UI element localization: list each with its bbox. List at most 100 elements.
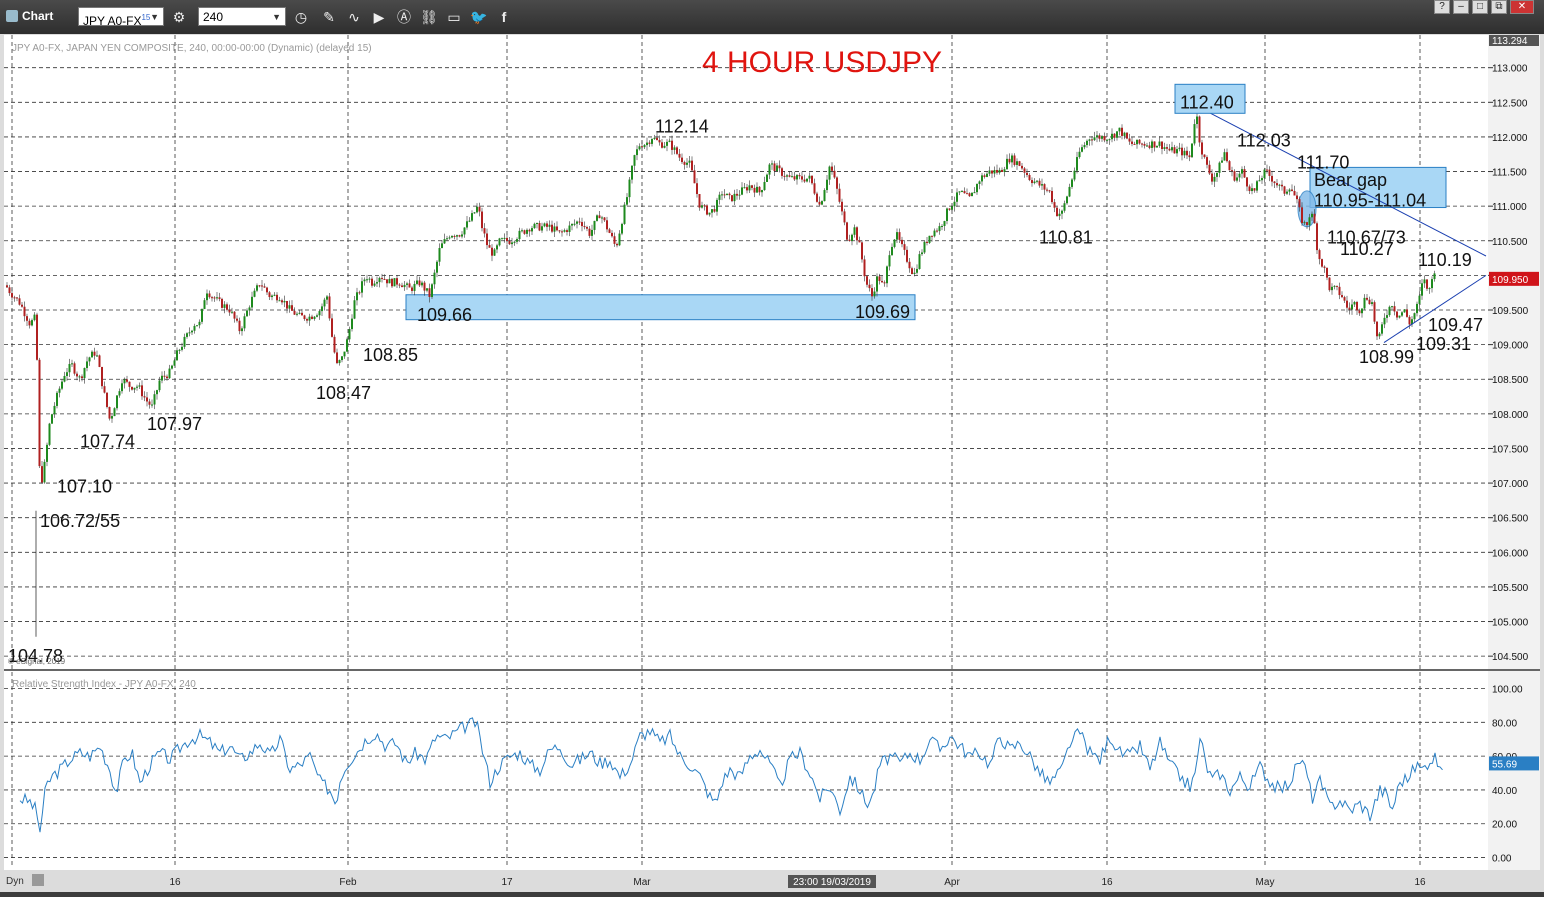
candle-body bbox=[58, 388, 61, 393]
link-icon[interactable]: ⛓ bbox=[420, 9, 438, 25]
candle-body bbox=[88, 357, 91, 362]
last-price-badge bbox=[1489, 271, 1539, 286]
alert-icon[interactable]: Ⓐ bbox=[397, 9, 411, 25]
twitter-icon[interactable]: 🐦 bbox=[470, 9, 488, 25]
price-annotation: 110.27 bbox=[1340, 239, 1394, 259]
candle-body bbox=[1181, 147, 1183, 156]
candle-body bbox=[151, 404, 153, 406]
symbol-input[interactable]: JPY A0-FX15 ▼ bbox=[78, 7, 164, 28]
candle-body bbox=[1081, 147, 1083, 152]
candle-body bbox=[803, 179, 806, 182]
scroll-icon[interactable] bbox=[32, 874, 44, 886]
price-annotation: 107.97 bbox=[147, 414, 202, 434]
candle-body bbox=[241, 328, 243, 332]
candle-body bbox=[941, 225, 943, 227]
candle-body bbox=[123, 379, 126, 384]
candle-body bbox=[338, 360, 341, 364]
candle-body bbox=[183, 336, 186, 347]
candle-body bbox=[818, 201, 821, 205]
candle-body bbox=[991, 170, 993, 174]
candle-body bbox=[116, 395, 118, 409]
candle-body bbox=[403, 284, 406, 288]
price-tick-label: 110.500 bbox=[1492, 237, 1528, 248]
candle-body bbox=[1316, 223, 1318, 251]
top-readout-badge bbox=[1489, 35, 1539, 46]
candle-body bbox=[1251, 188, 1253, 192]
candle-body bbox=[423, 282, 426, 291]
candle-body bbox=[951, 206, 953, 210]
candle-body bbox=[1061, 210, 1063, 214]
price-tick-label: 105.000 bbox=[1492, 618, 1529, 629]
candle-body bbox=[1361, 308, 1363, 314]
price-annotation: 109.31 bbox=[1416, 334, 1471, 354]
price-annotation: 108.47 bbox=[316, 383, 371, 403]
candle-body bbox=[1268, 169, 1271, 176]
price-tick-label: 113.000 bbox=[1492, 64, 1528, 75]
candle-body bbox=[976, 184, 978, 193]
candle-body bbox=[581, 222, 583, 227]
rsi-pane bbox=[4, 671, 1488, 870]
chevron-down-icon[interactable]: ▼ bbox=[272, 12, 281, 22]
price-annotation: 110.19 bbox=[1418, 250, 1472, 270]
candle-body bbox=[208, 293, 211, 298]
chart-area[interactable]: 104.78 106.72/55 107.10 107.74 107.97 108.47 1… bbox=[0, 34, 1544, 892]
candle-body bbox=[311, 316, 313, 319]
candle-body bbox=[216, 297, 218, 299]
candle-body bbox=[718, 194, 721, 200]
close-button[interactable]: ✕ bbox=[1510, 0, 1534, 14]
help-button[interactable]: ? bbox=[1434, 0, 1450, 14]
candle-body bbox=[366, 279, 368, 281]
candle-body bbox=[576, 221, 578, 224]
candle-body bbox=[1338, 286, 1341, 296]
facebook-icon[interactable]: f bbox=[501, 9, 507, 25]
candle-body bbox=[351, 318, 353, 330]
candle-body bbox=[703, 205, 706, 207]
interval-input[interactable]: 240 ▼ bbox=[198, 7, 286, 26]
candle-body bbox=[443, 239, 446, 244]
maximize-button[interactable]: □ bbox=[1472, 0, 1488, 14]
candle-body bbox=[986, 173, 988, 177]
candle-body bbox=[111, 416, 113, 419]
candle-body bbox=[1393, 306, 1396, 312]
rsi-current-badge bbox=[1489, 756, 1539, 771]
candle-body bbox=[1156, 145, 1158, 148]
candle-body bbox=[1228, 161, 1231, 171]
candle-body bbox=[713, 209, 716, 212]
candle-body bbox=[1103, 136, 1106, 141]
candle-body bbox=[766, 174, 768, 182]
candle-body bbox=[21, 304, 23, 307]
candle-body bbox=[656, 137, 658, 141]
clock-icon[interactable]: ◷ bbox=[294, 9, 308, 25]
x-axis-label: Feb bbox=[339, 877, 357, 888]
candle-body bbox=[961, 191, 963, 193]
candle-body bbox=[173, 360, 176, 366]
chevron-down-icon[interactable]: ▼ bbox=[150, 12, 159, 22]
candle-body bbox=[261, 285, 263, 287]
comment-icon[interactable]: ▭ bbox=[447, 9, 461, 25]
wave-icon[interactable]: ∿ bbox=[348, 9, 360, 25]
chart-svg[interactable]: 104.78 106.72/55 107.10 107.74 107.97 108.47 1… bbox=[0, 34, 1544, 892]
candle-body bbox=[318, 311, 321, 316]
settings-icon[interactable]: ⚙ bbox=[172, 9, 186, 25]
candle-body bbox=[628, 179, 631, 198]
candle-body bbox=[1013, 155, 1016, 165]
candle-body bbox=[923, 241, 926, 253]
rsi-path bbox=[19, 717, 1443, 833]
minimize-button[interactable]: – bbox=[1453, 0, 1469, 14]
chart-header: JPY A0-FX, JAPAN YEN COMPOSITE, 240, 00:… bbox=[12, 43, 372, 54]
candle-body bbox=[6, 285, 8, 288]
pencil-icon[interactable]: ✎ bbox=[323, 9, 335, 25]
candle-body bbox=[136, 386, 138, 388]
candle-body bbox=[836, 177, 838, 189]
candle-body bbox=[1071, 179, 1073, 187]
price-tick-label: 104.500 bbox=[1492, 652, 1529, 663]
candle-body bbox=[918, 254, 921, 269]
restore-button[interactable]: ⧉ bbox=[1491, 0, 1507, 14]
candle-body bbox=[1243, 169, 1246, 178]
play-icon[interactable]: ▶ bbox=[373, 9, 385, 25]
candle-body bbox=[1368, 299, 1371, 305]
candle-body bbox=[148, 401, 151, 405]
candle-body bbox=[586, 227, 588, 229]
candle-body bbox=[243, 316, 246, 329]
price-annotation: 104.78 bbox=[8, 646, 63, 666]
